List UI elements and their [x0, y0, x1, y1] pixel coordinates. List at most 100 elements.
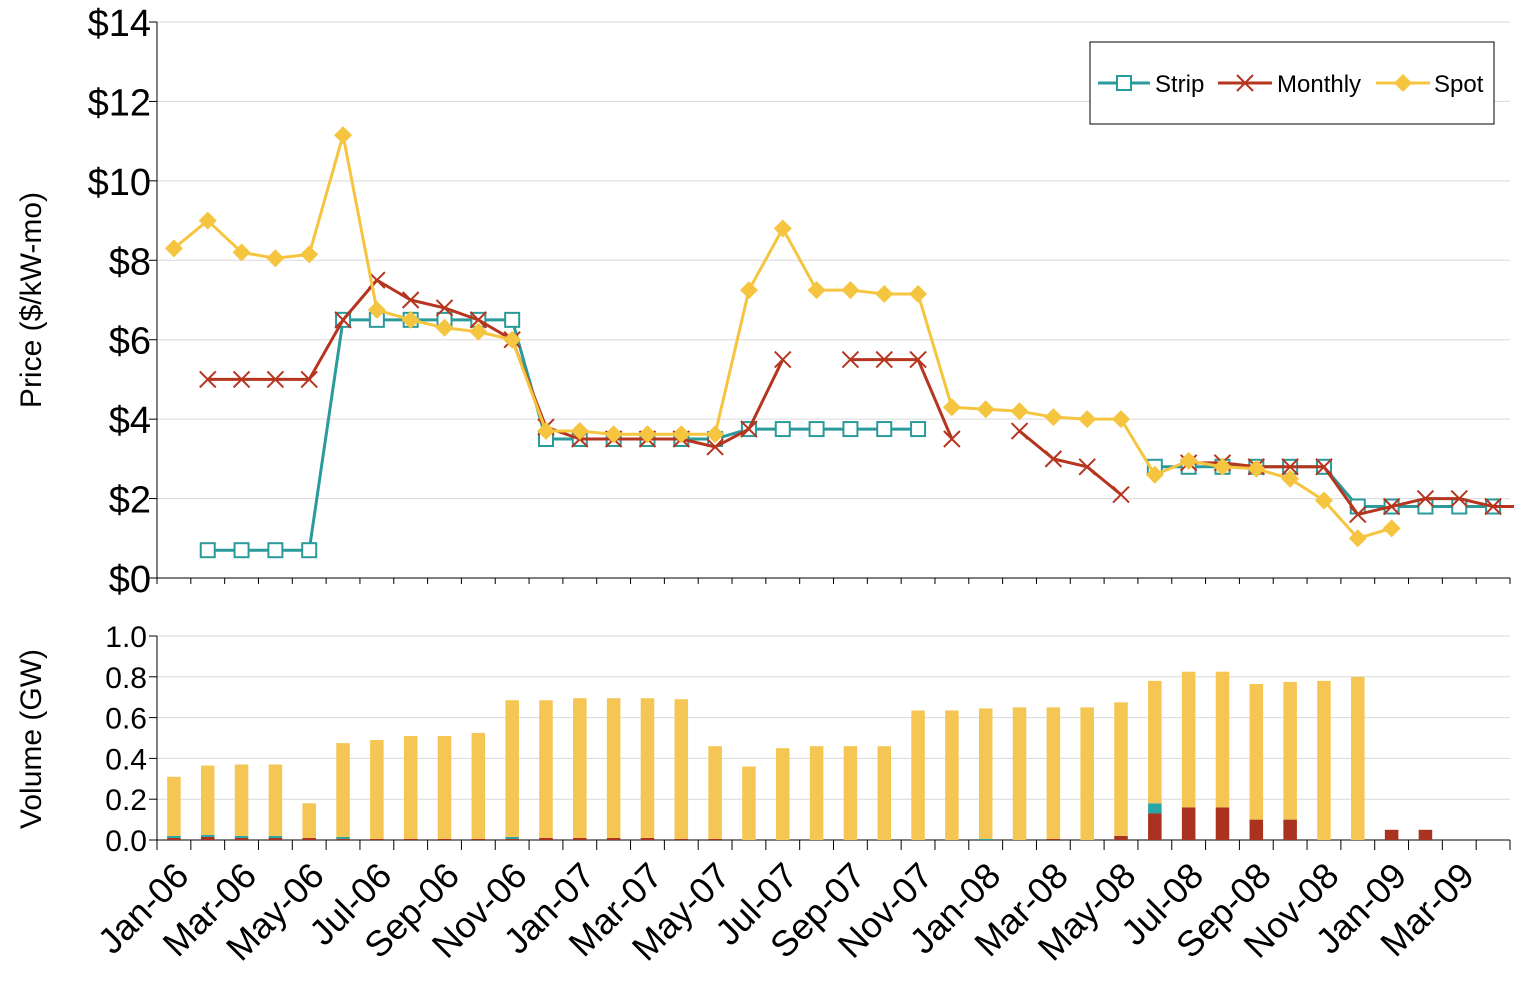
- volume-bar-spot: [505, 700, 519, 837]
- spot-point: [1314, 491, 1333, 510]
- volume-bar-monthly: [1148, 813, 1162, 840]
- spot-point: [367, 300, 386, 319]
- monthly-point: [232, 370, 251, 389]
- monthly-point: [1484, 497, 1502, 516]
- volume-bar-monthly: [1046, 838, 1061, 840]
- legend-strip-label: Strip: [1155, 71, 1204, 98]
- strip-point: [1451, 498, 1468, 515]
- volume-y-tick-label: 0.6: [105, 703, 147, 736]
- strip-point: [301, 542, 318, 559]
- volume-bar-monthly: [1215, 807, 1230, 840]
- volume-bar-monthly: [437, 838, 452, 840]
- spot-point: [1281, 469, 1300, 488]
- spot-point: [1078, 410, 1097, 429]
- volume-bar-spot: [1317, 680, 1331, 840]
- volume-bar-spot: [809, 746, 824, 840]
- volume-bar-spot: [1181, 671, 1196, 808]
- legend-item-spot: Spot: [1376, 71, 1484, 98]
- spot-point: [1179, 451, 1198, 470]
- monthly-point: [300, 370, 318, 389]
- volume-bar-spot: [911, 710, 925, 840]
- legend-spot-label: Spot: [1434, 71, 1484, 98]
- spot-point: [334, 126, 353, 145]
- volume-bar-spot: [336, 743, 350, 837]
- volume-bar-strip: [268, 835, 283, 838]
- volume-bar-spot: [1114, 702, 1128, 836]
- monthly-point: [199, 370, 217, 389]
- spot-point: [706, 425, 725, 444]
- spot-point: [536, 422, 555, 441]
- price-axis-label: Price ($/kW-mo): [15, 192, 48, 408]
- volume-bar-spot: [606, 698, 621, 838]
- volume-bar-monthly: [268, 837, 283, 840]
- monthly-line: [207, 278, 785, 449]
- monthly-point: [469, 311, 488, 329]
- volume-bar-monthly: [403, 838, 418, 840]
- volume-bar-spot: [539, 700, 553, 838]
- price-y-tick-labels: $0 $2 $4 $6 $8 $10 $12 $14: [88, 3, 151, 601]
- legend: Strip Monthly Spot: [1089, 41, 1495, 125]
- spot-point: [300, 245, 319, 264]
- volume-y-tick-label: 0.8: [105, 662, 147, 695]
- volume-bar-spot: [1012, 707, 1027, 840]
- strip-point: [910, 421, 927, 438]
- legend-monthly-marker: [1236, 74, 1254, 92]
- spot-line: [172, 133, 1393, 540]
- monthly-point: [1112, 485, 1130, 504]
- monthly-point: [1078, 458, 1096, 476]
- spot-point: [976, 400, 995, 419]
- strip-point: [774, 421, 791, 438]
- spot-point: [773, 219, 792, 238]
- spot-point: [1247, 459, 1266, 478]
- volume-axes: [156, 636, 1511, 850]
- price-axes: [156, 22, 1511, 584]
- volume-bar-monthly: [1283, 819, 1297, 840]
- volume-bar-spot: [775, 748, 790, 840]
- price-y-tick-label: $2: [109, 480, 151, 522]
- volume-bar-strip: [234, 835, 249, 838]
- strip-point: [842, 421, 859, 438]
- monthly-point: [1416, 489, 1435, 508]
- spot-point: [672, 425, 691, 444]
- volume-bar-monthly: [539, 837, 553, 840]
- strip-point: [1417, 498, 1434, 515]
- volume-bar-strip: [167, 835, 181, 838]
- volume-y-tick-labels: 0.0 0.2 0.4 0.6 0.8 1.0: [105, 621, 147, 858]
- monthly-line: [1018, 429, 1122, 496]
- volume-bar-monthly: [606, 837, 621, 840]
- volume-bar-strip: [336, 836, 350, 839]
- volume-bar-monthly: [302, 837, 316, 840]
- strip-point: [504, 311, 521, 328]
- volume-y-tick-label: 0.0: [105, 825, 147, 858]
- monthly-point: [435, 299, 454, 317]
- spot-point: [1348, 529, 1367, 548]
- strip-point: [876, 421, 893, 438]
- volume-bar-spot: [1148, 680, 1162, 804]
- price-y-tick-label: $4: [109, 400, 151, 442]
- volume-bar-strip: [505, 836, 519, 839]
- volume-bar-spot: [1249, 683, 1264, 820]
- monthly-point: [401, 291, 420, 309]
- spot-point: [909, 285, 928, 304]
- spot-point: [164, 239, 183, 258]
- volume-bar-spot: [640, 698, 655, 838]
- spot-point: [638, 425, 657, 444]
- monthly-point: [875, 350, 893, 369]
- price-y-tick-label: $8: [109, 241, 151, 283]
- volume-bar-monthly: [1418, 829, 1433, 840]
- strip-line: [207, 318, 919, 552]
- monthly-point: [943, 430, 961, 448]
- spot-point: [841, 281, 860, 300]
- spot-point: [266, 249, 285, 268]
- volume-bar-spot: [437, 735, 452, 839]
- volume-bar-monthly: [708, 838, 722, 840]
- volume-bar-spot: [1215, 671, 1230, 808]
- volume-bar-spot: [234, 764, 249, 836]
- series-monthly: [199, 271, 1514, 524]
- volume-y-tick-label: 1.0: [105, 621, 147, 654]
- spot-point: [570, 422, 589, 441]
- volume-bar-spot: [674, 699, 689, 839]
- volume-bar-monthly: [1181, 807, 1196, 840]
- strip-point: [199, 542, 216, 559]
